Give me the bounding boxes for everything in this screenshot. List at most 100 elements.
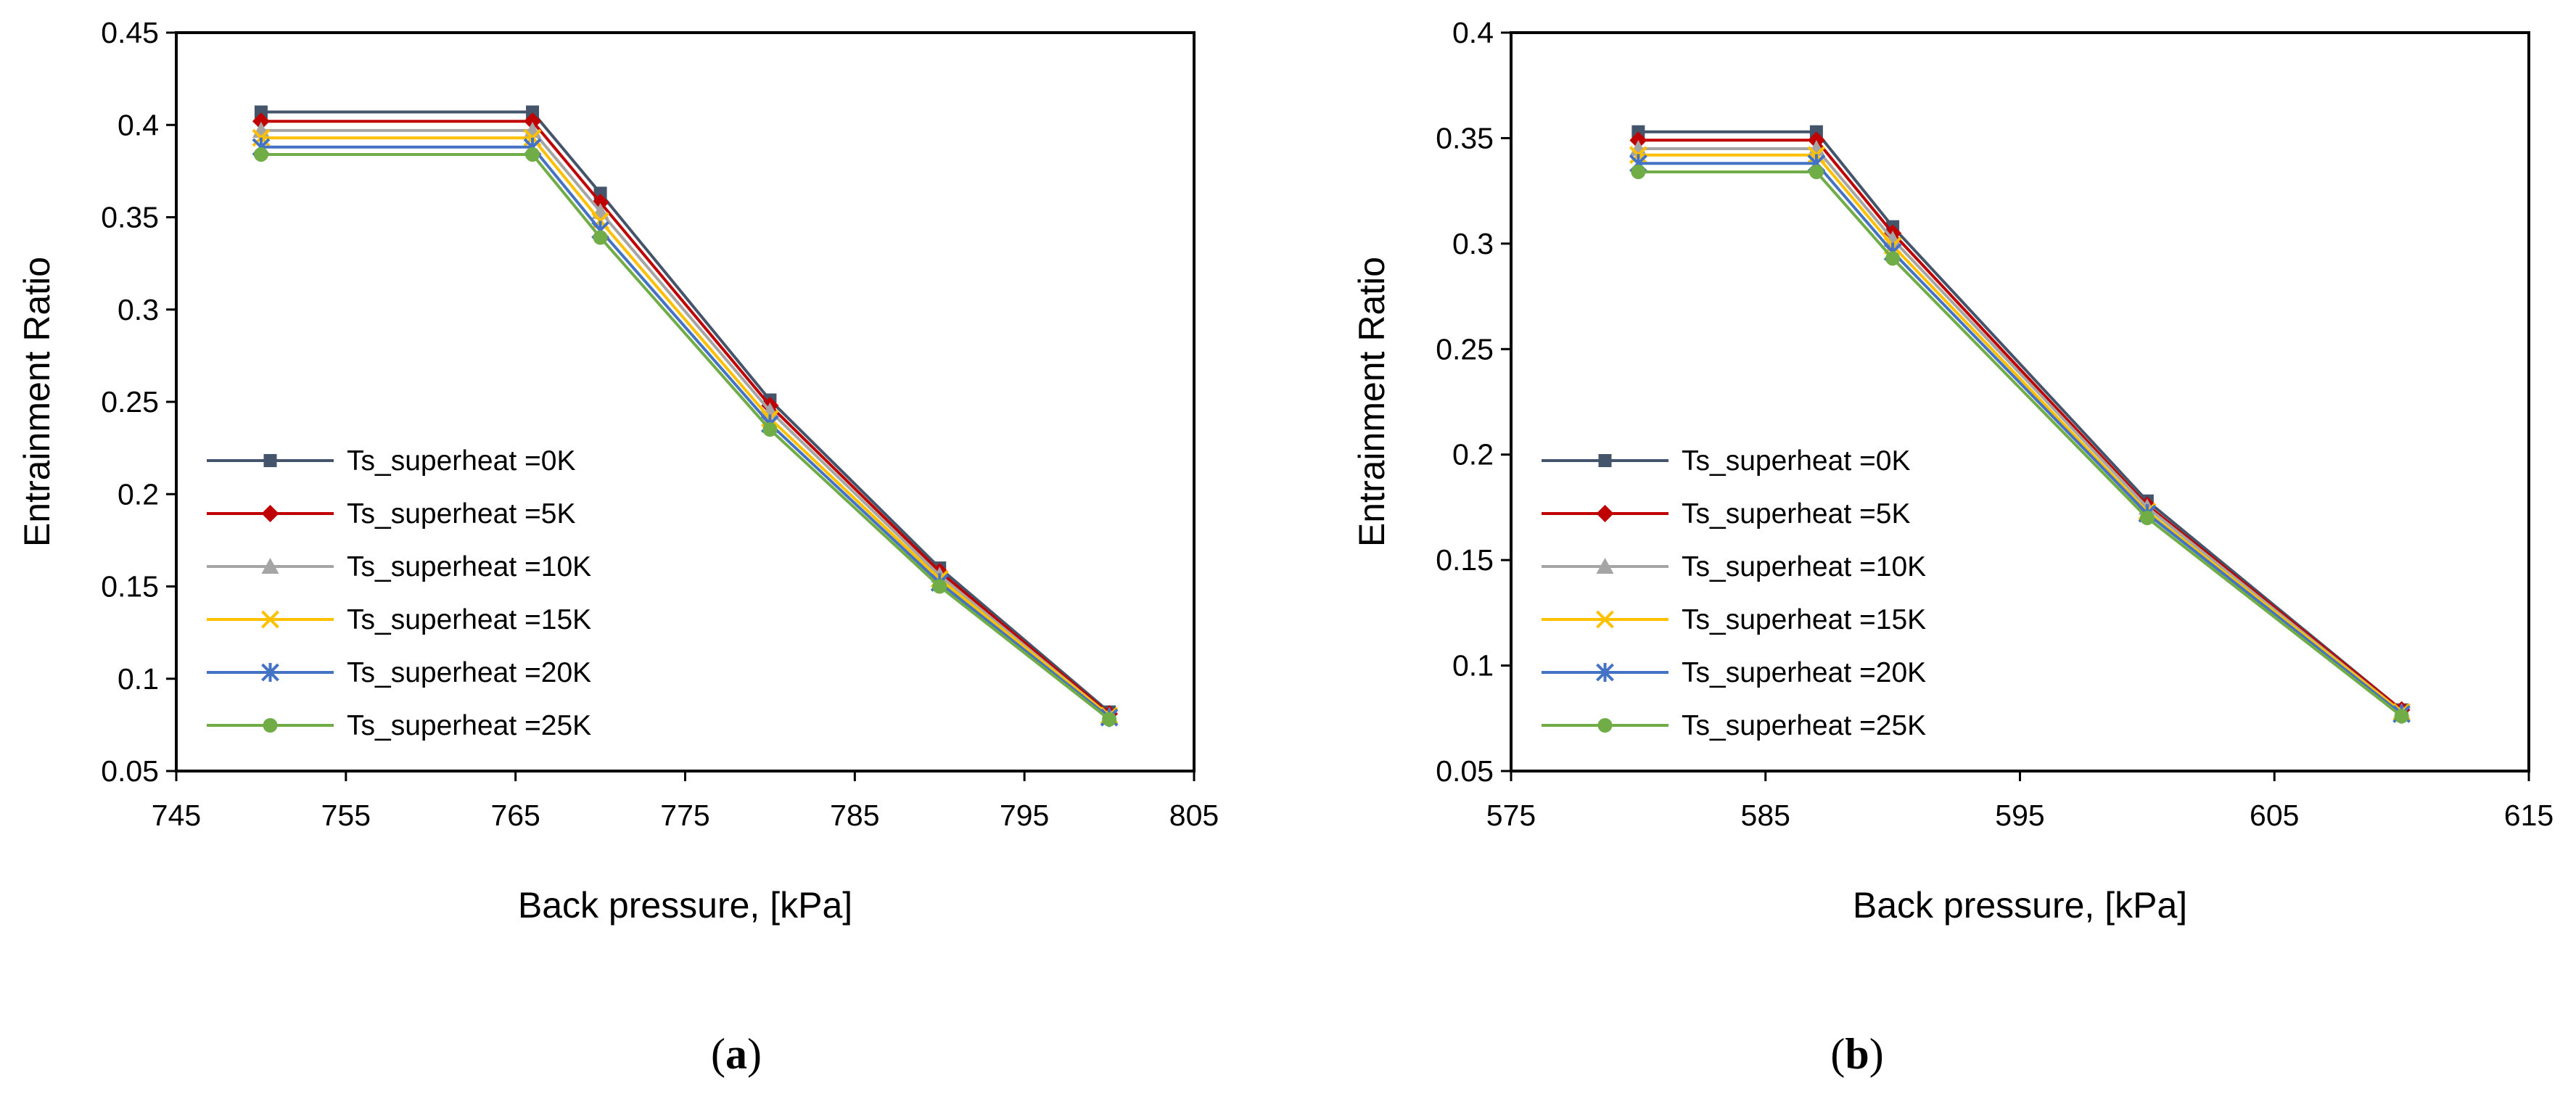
panel-a-y-tick-label: 0.3 <box>118 293 159 326</box>
panel-a-x-tick-label: 755 <box>321 799 371 832</box>
panel-a-data-point <box>524 112 542 131</box>
panel-a-data-point <box>593 230 608 245</box>
panel-b-legend-marker <box>1596 663 1614 682</box>
panel-b-legend: Ts_superheat =0K Ts_superheat =5K Ts_super… <box>1542 445 1926 741</box>
panel-a-legend-item: Ts_superheat =15K <box>207 604 591 635</box>
panel-b-legend-item: Ts_superheat =15K <box>1542 604 1926 635</box>
panel-b-x-tick-label: 575 <box>1486 799 1536 832</box>
panel-b-legend-item: Ts_superheat =10K <box>1542 551 1926 582</box>
panel-b-y-tick-label: 0.2 <box>1452 438 1494 471</box>
panel-a-x-tick-label: 765 <box>490 799 540 832</box>
panel-b-y-axis-title: Entrainment Ratio <box>1351 257 1392 547</box>
panel-a-data-point <box>253 147 268 162</box>
panel-b-data-point <box>1885 251 1901 266</box>
panel-b-x-axis-title: Back pressure, [kPa] <box>1853 885 2187 926</box>
panel-b-caption: (b) <box>1830 1030 1883 1078</box>
panel-b-y-tick-label: 0.05 <box>1436 754 1494 788</box>
panel-b-legend-label: Ts_superheat =15K <box>1682 604 1926 635</box>
panel-b-y-tick-label: 0.1 <box>1452 649 1494 683</box>
panel-a-legend-label: Ts_superheat =5K <box>347 498 575 530</box>
panel-a-series-line <box>260 110 1111 714</box>
panel-b-chart: 0.05 0.1 0.15 0.2 0.25 0.3 0.35 0.4 575 585 595 605… <box>1351 16 2554 1078</box>
panel-a-legend-label: Ts_superheat =20K <box>347 657 591 688</box>
panel-a-y-tick-label: 0.2 <box>118 477 159 511</box>
panel-b-series-5 <box>1631 164 2409 724</box>
panel-a-series-line <box>260 120 1111 715</box>
panel-b-y-tick-label: 0.25 <box>1436 332 1494 366</box>
panel-a-legend-label: Ts_superheat =10K <box>347 551 591 582</box>
panel-a-legend-item: Ts_superheat =20K <box>207 657 591 688</box>
panel-b-legend-label: Ts_superheat =25K <box>1682 710 1926 741</box>
panel-b-legend-marker <box>1596 505 1614 522</box>
panel-b-legend-marker <box>1598 454 1612 467</box>
panel-b-legend-label: Ts_superheat =5K <box>1682 498 1910 530</box>
panel-a-y-tick-label: 0.25 <box>101 385 159 419</box>
panel-b-caption-letter: b <box>1845 1030 1869 1078</box>
panel-a-series-line <box>260 128 1111 717</box>
panel-a-legend-marker <box>263 454 277 467</box>
panel-b-data-point <box>2139 510 2155 525</box>
panel-a-legend-label: Ts_superheat =25K <box>347 710 591 741</box>
panel-a-legend: Ts_superheat =0K Ts_superheat =5K Ts_super… <box>207 445 591 741</box>
panel-b-data-point <box>1631 164 1646 179</box>
panel-a-x-tick-label: 745 <box>152 799 201 832</box>
panel-a-x-tick-label: 785 <box>830 799 879 832</box>
panel-a-legend-label: Ts_superheat =15K <box>347 604 591 635</box>
panel-a-series-line <box>260 136 1111 717</box>
panel-b-x-tick-label: 595 <box>1995 799 2044 832</box>
panel-a-x-tick-label: 805 <box>1169 799 1219 832</box>
panel-a-x-axis-title: Back pressure, [kPa] <box>518 885 852 926</box>
panel-a-series-4 <box>252 137 1119 728</box>
panel-a-y-tick-label: 0.4 <box>118 108 159 141</box>
panel-b-series-4 <box>1629 154 2411 724</box>
panel-a-legend-item: Ts_superheat =0K <box>207 445 575 477</box>
panel-a-series-line <box>260 145 1111 719</box>
panel-b-x-tick-label: 605 <box>2250 799 2299 832</box>
panel-a-data-point <box>252 112 270 131</box>
panel-a-data-point <box>1102 712 1117 727</box>
panel-b-legend-item: Ts_superheat =20K <box>1542 657 1926 688</box>
panel-a-legend-marker <box>261 505 279 522</box>
panel-a-legend-marker <box>261 663 279 682</box>
panel-a-y-tick-label: 0.35 <box>101 201 159 234</box>
panel-a-y-tick-label: 0.1 <box>118 662 159 696</box>
panel-a-y-tick-label: 0.15 <box>101 570 159 603</box>
panel-a-data-point <box>525 147 540 162</box>
panel-a-y-tick-label: 0.45 <box>101 16 159 49</box>
panel-a-x-tick-label: 775 <box>660 799 709 832</box>
panel-b-legend-marker <box>1596 610 1614 629</box>
panel-a-series-5 <box>253 147 1117 727</box>
panel-b-legend-label: Ts_superheat =10K <box>1682 551 1926 582</box>
panel-a-y-axis-title: Entrainment Ratio <box>17 257 57 547</box>
panel-a-data-point <box>932 579 947 594</box>
panel-b-plot-frame <box>1510 31 2530 772</box>
panel-a-legend-label: Ts_superheat =0K <box>347 445 575 477</box>
panel-b-legend-marker <box>1596 558 1614 574</box>
panel-a-data-point <box>762 422 778 437</box>
panel-b-legend-item: Ts_superheat =0K <box>1542 445 1910 477</box>
panel-b-data-point <box>1808 164 1824 179</box>
panel-a-series-line <box>260 153 1111 721</box>
panel-b-x-tick-label: 585 <box>1741 799 1790 832</box>
panel-a-y-tick-label: 0.05 <box>101 754 159 788</box>
panel-b-data-point <box>2394 709 2409 724</box>
panel-b-x-tick-label: 615 <box>2504 799 2554 832</box>
panel-a-legend-marker <box>263 718 278 733</box>
panel-b-y-tick-label: 0.4 <box>1452 16 1494 49</box>
panel-a-legend-item: Ts_superheat =10K <box>207 551 591 582</box>
panel-a-caption: (a) <box>711 1030 762 1078</box>
panel-a-data-point <box>254 105 268 119</box>
panel-a-data-point <box>526 105 540 119</box>
panel-b-y-tick-label: 0.15 <box>1436 543 1494 577</box>
panel-b-legend-item: Ts_superheat =25K <box>1542 710 1926 741</box>
panel-a-caption-letter: a <box>725 1030 747 1078</box>
panel-b-legend-label: Ts_superheat =0K <box>1682 445 1910 477</box>
panel-b-y-tick-label: 0.35 <box>1436 121 1494 154</box>
panel-a-x-tick-label: 795 <box>1000 799 1049 832</box>
panel-b-y-tick-label: 0.3 <box>1452 227 1494 260</box>
panel-a-legend-item: Ts_superheat =5K <box>207 498 575 530</box>
panel-a-legend-marker <box>261 558 279 574</box>
panel-a-legend-item: Ts_superheat =25K <box>207 710 591 741</box>
panel-a-legend-marker <box>261 610 279 629</box>
